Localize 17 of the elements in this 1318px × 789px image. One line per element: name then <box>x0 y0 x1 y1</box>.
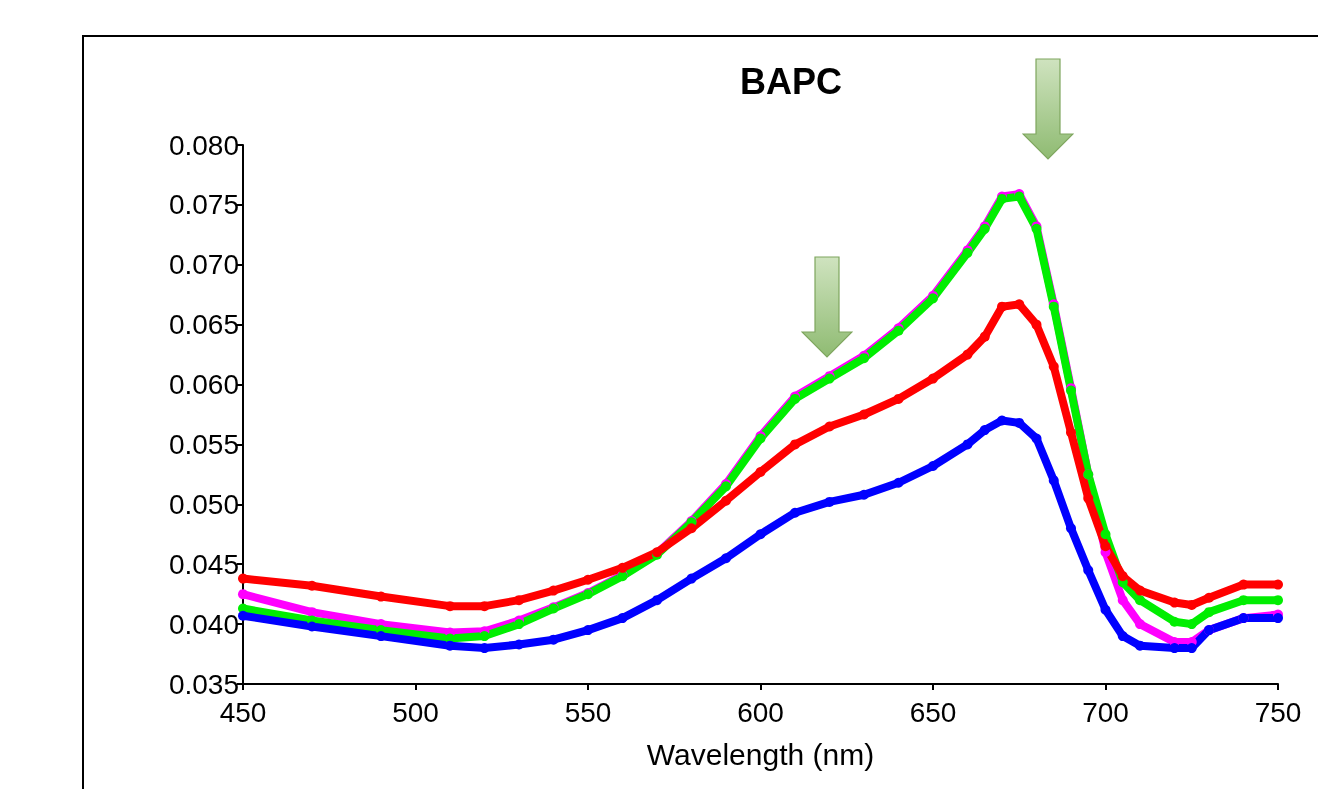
x-tick-label: 500 <box>392 696 439 728</box>
y-tick-label: 0.050 <box>168 488 239 520</box>
y-tick-label: 0.045 <box>168 548 239 580</box>
y-tick-label: 0.060 <box>168 369 239 401</box>
y-tick-label: 0.070 <box>168 249 239 281</box>
x-axis-title: Wavelength (nm) <box>646 737 875 771</box>
y-tick-label: 0.055 <box>168 428 239 460</box>
y-tick-label: 0.080 <box>168 129 239 161</box>
x-tick-label: 700 <box>1082 696 1129 728</box>
x-tick-label: 550 <box>564 696 612 728</box>
x-tick-label: 650 <box>909 696 957 728</box>
y-tick-label: 0.065 <box>168 309 239 341</box>
x-tick-label: 600 <box>737 696 784 728</box>
y-tick-label: 0.040 <box>168 608 239 640</box>
y-tick-label: 0.075 <box>168 189 239 221</box>
chart-title: BAPC <box>739 60 843 102</box>
x-tick-label: 750 <box>1254 696 1302 728</box>
